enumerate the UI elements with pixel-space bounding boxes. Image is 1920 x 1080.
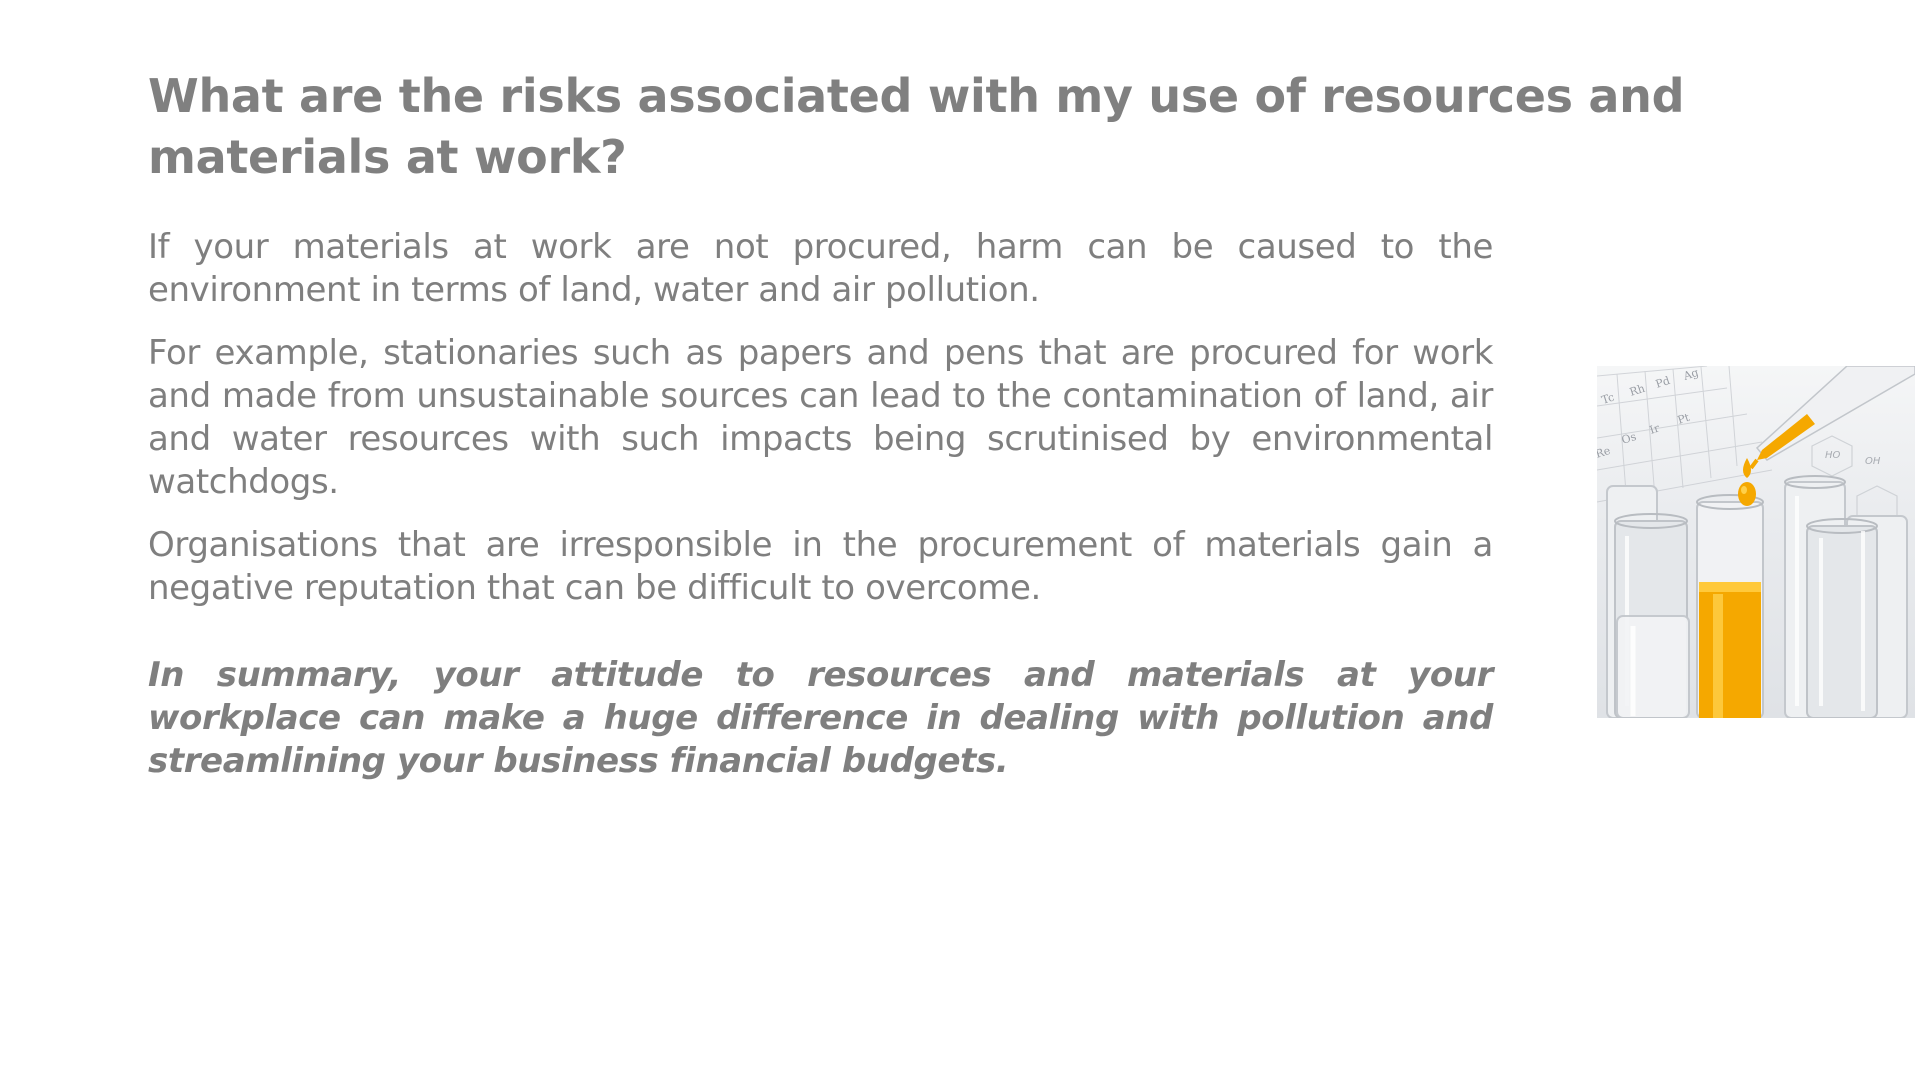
svg-text:Pd: Pd	[1654, 374, 1672, 391]
slide-title: What are the risks associated with my us…	[148, 69, 1685, 184]
paragraph-pollution: If your materials at work are not procur…	[148, 227, 1493, 310]
laboratory-test-tubes-image: Tc Rh Pd Ag Os Ir Pt Re HO OH HO	[1597, 366, 1915, 718]
slide-body: If your materials at work are not procur…	[148, 226, 1493, 630]
paragraph-example: For example, stationaries such as papers…	[148, 333, 1493, 502]
svg-text:Re: Re	[1597, 444, 1612, 461]
svg-text:Tc: Tc	[1600, 391, 1616, 407]
svg-text:Ag: Ag	[1681, 366, 1700, 383]
svg-text:HO: HO	[1825, 450, 1841, 461]
svg-text:Os: Os	[1620, 430, 1638, 447]
summary-text: In summary, your attitude to resources a…	[148, 655, 1493, 781]
paragraph-reputation: Organisations that are irresponsible in …	[148, 525, 1493, 608]
svg-text:Pt: Pt	[1676, 411, 1692, 427]
svg-text:OH: OH	[1865, 456, 1881, 467]
svg-text:Rh: Rh	[1628, 382, 1647, 399]
